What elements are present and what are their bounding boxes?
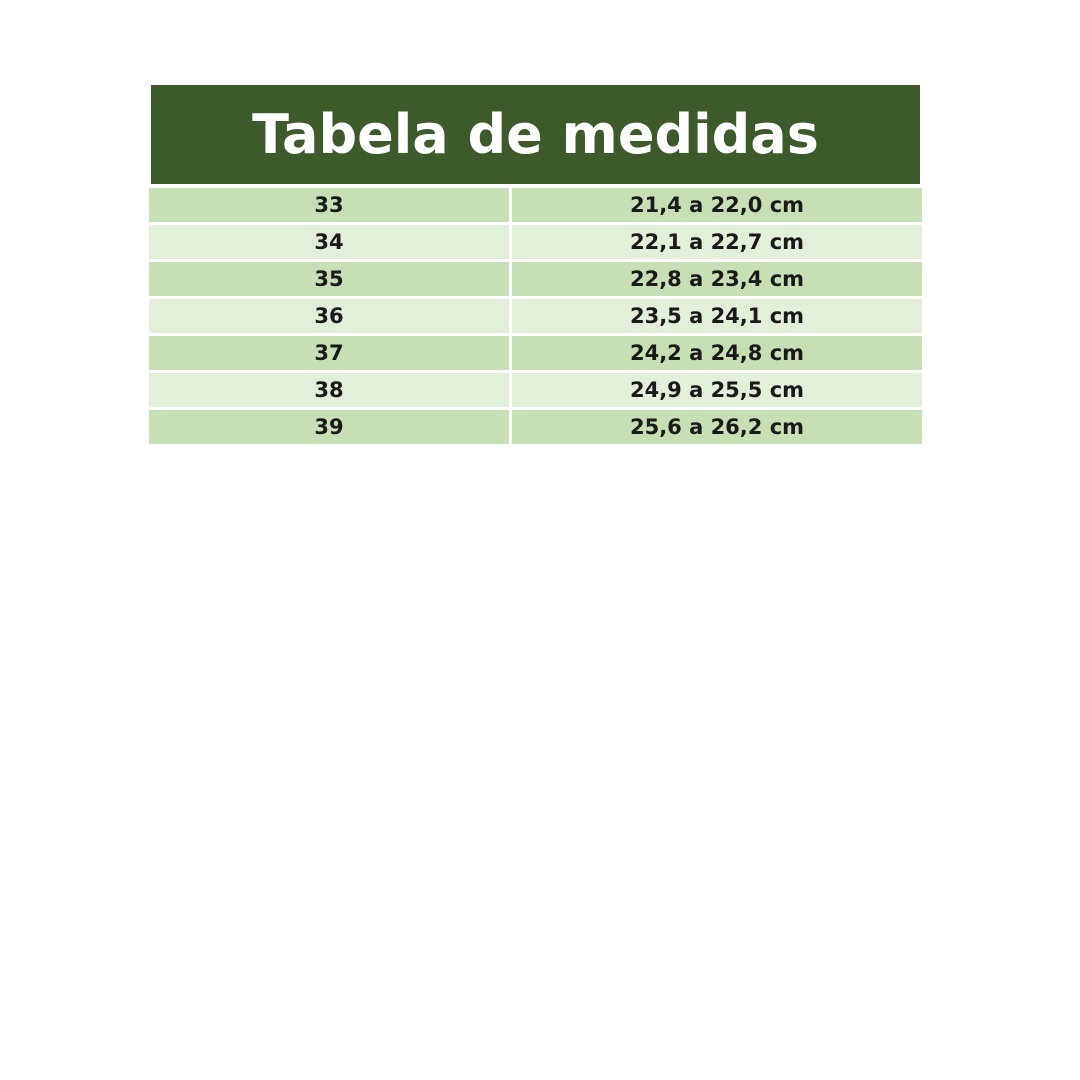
measure-cell: 22,1 a 22,7 cm <box>512 225 922 259</box>
measure-cell: 21,4 a 22,0 cm <box>512 188 922 222</box>
table-row: 38 24,9 a 25,5 cm <box>149 373 922 407</box>
size-table: 33 21,4 a 22,0 cm 34 22,1 a 22,7 cm 35 22,8… <box>149 188 922 447</box>
size-cell: 37 <box>149 336 509 370</box>
table-row: 36 23,5 a 24,1 cm <box>149 299 922 333</box>
table-row: 35 22,8 a 23,4 cm <box>149 262 922 296</box>
measure-cell: 24,2 a 24,8 cm <box>512 336 922 370</box>
measure-cell: 24,9 a 25,5 cm <box>512 373 922 407</box>
table-row: 39 25,6 a 26,2 cm <box>149 410 922 444</box>
table-row: 34 22,1 a 22,7 cm <box>149 225 922 259</box>
table-title: Tabela de medidas <box>151 85 920 184</box>
size-cell: 38 <box>149 373 509 407</box>
measure-cell: 25,6 a 26,2 cm <box>512 410 922 444</box>
size-cell: 39 <box>149 410 509 444</box>
table-row: 33 21,4 a 22,0 cm <box>149 188 922 222</box>
measure-cell: 22,8 a 23,4 cm <box>512 262 922 296</box>
table-row: 37 24,2 a 24,8 cm <box>149 336 922 370</box>
size-cell: 35 <box>149 262 509 296</box>
measure-cell: 23,5 a 24,1 cm <box>512 299 922 333</box>
size-cell: 36 <box>149 299 509 333</box>
size-cell: 34 <box>149 225 509 259</box>
size-cell: 33 <box>149 188 509 222</box>
